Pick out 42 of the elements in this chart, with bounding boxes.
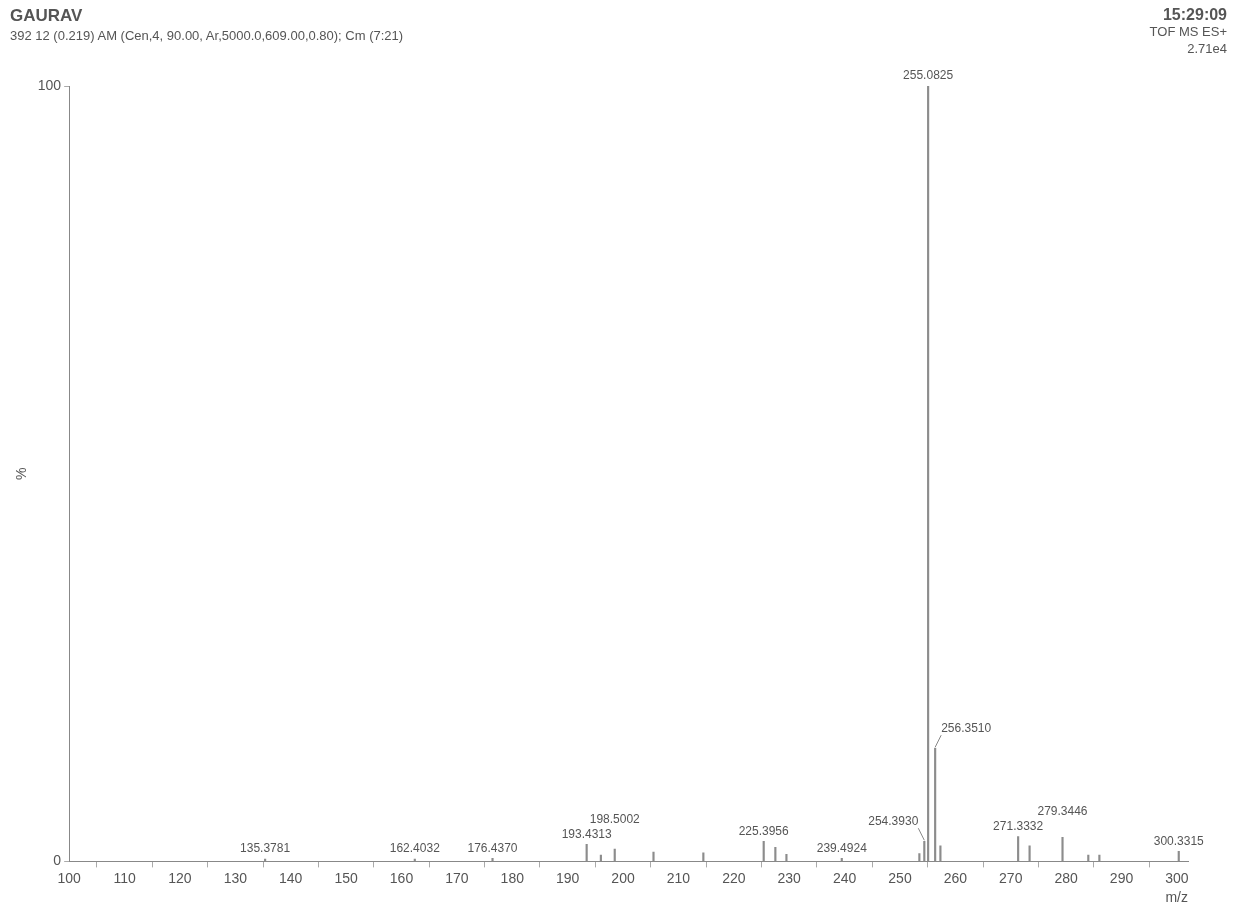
- y-tick-label: 0: [53, 852, 62, 869]
- x-tick-label: 250: [888, 869, 912, 886]
- x-tick-label: 210: [666, 869, 691, 886]
- annotation: 135.3781: [240, 841, 291, 856]
- x-tick-label: 240: [832, 869, 857, 886]
- annotation: 198.5002: [589, 811, 641, 826]
- annotation: 162.4032: [389, 841, 441, 856]
- x-tick-label: 220: [722, 869, 746, 886]
- x-tick-label: 190: [555, 869, 580, 886]
- x-tick-label: 170: [445, 869, 469, 886]
- text: TOF MS ES+: [1149, 23, 1227, 40]
- annotation: 193.4313: [561, 826, 612, 841]
- annotation: 255.0825: [903, 68, 954, 83]
- x-tick-label: 270: [999, 869, 1023, 886]
- annotation: 239.4924: [816, 840, 868, 855]
- x-tick-label: 260: [943, 869, 968, 886]
- x-axis-title: m/z: [1165, 889, 1188, 906]
- x-tick-label: 130: [223, 869, 248, 886]
- x-tick-label: 300: [1165, 869, 1189, 886]
- annotation: 271.3332: [993, 818, 1044, 833]
- annotation: 279.3446: [1037, 803, 1088, 818]
- x-tick-label: 110: [113, 869, 136, 886]
- annotation: 254.3930: [868, 813, 919, 828]
- text: 2.71e4: [1186, 40, 1227, 57]
- chart-subtitle: 392 12 (0.219) AM (Cen,4, 90.00, Ar,5000.0,609.00,0.80); Cm (7:21): [10, 28, 404, 43]
- chart-title: GAURAV: [10, 6, 83, 25]
- x-tick-label: 140: [279, 869, 303, 886]
- x-tick-label: 290: [1109, 869, 1134, 886]
- x-tick-label: 230: [777, 869, 802, 886]
- annotation: 176.4370: [467, 840, 518, 855]
- annotation: 256.3510: [941, 720, 992, 735]
- x-tick-label: 200: [611, 869, 635, 886]
- x-tick-label: 100: [57, 869, 82, 886]
- text: 15:29:09: [1161, 6, 1227, 23]
- annotation: 300.3315: [1153, 833, 1205, 848]
- annotation: 225.3956: [738, 823, 790, 838]
- y-axis-title: %: [13, 467, 30, 480]
- x-tick-label: 180: [500, 869, 525, 886]
- x-tick-label: 150: [334, 869, 358, 886]
- x-tick-label: 120: [168, 869, 192, 886]
- x-tick-label: 160: [389, 869, 414, 886]
- x-tick-label: 280: [1054, 869, 1079, 886]
